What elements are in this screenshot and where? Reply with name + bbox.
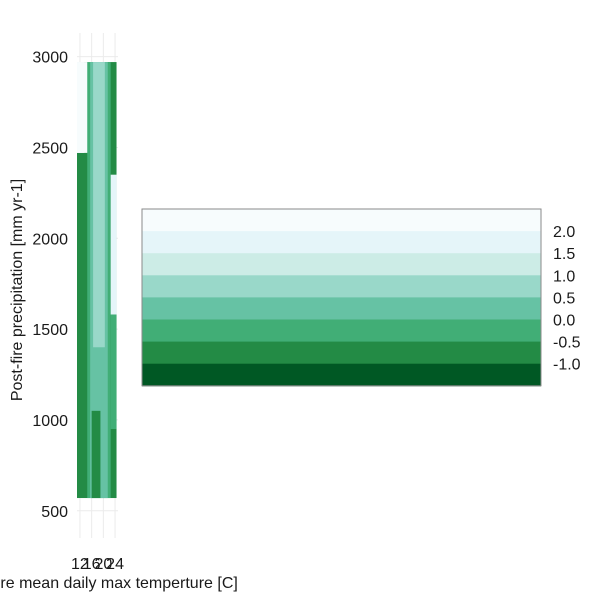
- legend-label-5: -0.5: [553, 335, 581, 352]
- legend-swatch-2: [142, 253, 541, 276]
- legend-swatch-3: [142, 275, 541, 298]
- y-tick-label-1: 1000: [32, 413, 68, 430]
- legend-swatch-7: [142, 363, 541, 387]
- legend-label-0: 2.0: [553, 224, 575, 241]
- y-tick-label-2: 1500: [32, 322, 68, 339]
- legend: 2.0 1.5 1.0 0.5 0.0 -0.5 -1.0: [141, 208, 581, 387]
- legend-label-6: -1.0: [553, 357, 581, 374]
- x-tick-label-3: 24: [106, 556, 124, 573]
- y-axis-title: Post-fire precipitation [mm yr-1]: [9, 179, 26, 401]
- legend-swatch-0: [142, 209, 541, 232]
- y-tick-label-5: 3000: [32, 50, 68, 67]
- contour-region-right-band-2: [110, 314, 117, 430]
- legend-label-4: 0.0: [553, 313, 575, 330]
- contour-region-lower-gap: [91, 410, 101, 499]
- y-axis-ticks: 500 1000 1500 2000 2500 3000: [32, 50, 68, 521]
- y-tick-label-4: 2500: [32, 140, 68, 157]
- legend-swatch-6: [142, 341, 541, 365]
- contour-region-left-notch: [77, 62, 85, 153]
- x-tick-label-0: 12: [71, 556, 89, 573]
- legend-swatch-5: [142, 319, 541, 343]
- x-tick-label-1: 16: [83, 556, 101, 573]
- y-tick-label-0: 500: [41, 504, 68, 521]
- legend-border: [141, 208, 542, 387]
- x-tick-label-2: 20: [94, 556, 112, 573]
- legend-swatch-1: [142, 231, 541, 254]
- legend-label-2: 1.0: [553, 268, 575, 285]
- legend-label-3: 0.5: [553, 290, 575, 307]
- y-tick-label-3: 2000: [32, 231, 68, 248]
- x-axis-title: Pre-fire mean daily max temperture [C]: [0, 575, 238, 592]
- legend-swatch-4: [142, 297, 541, 320]
- legend-label-1: 1.5: [553, 246, 575, 263]
- plot-area: [77, 62, 117, 499]
- contour-region-core-band-4: [93, 62, 105, 348]
- contour-region-upper-right-fade: [110, 174, 117, 315]
